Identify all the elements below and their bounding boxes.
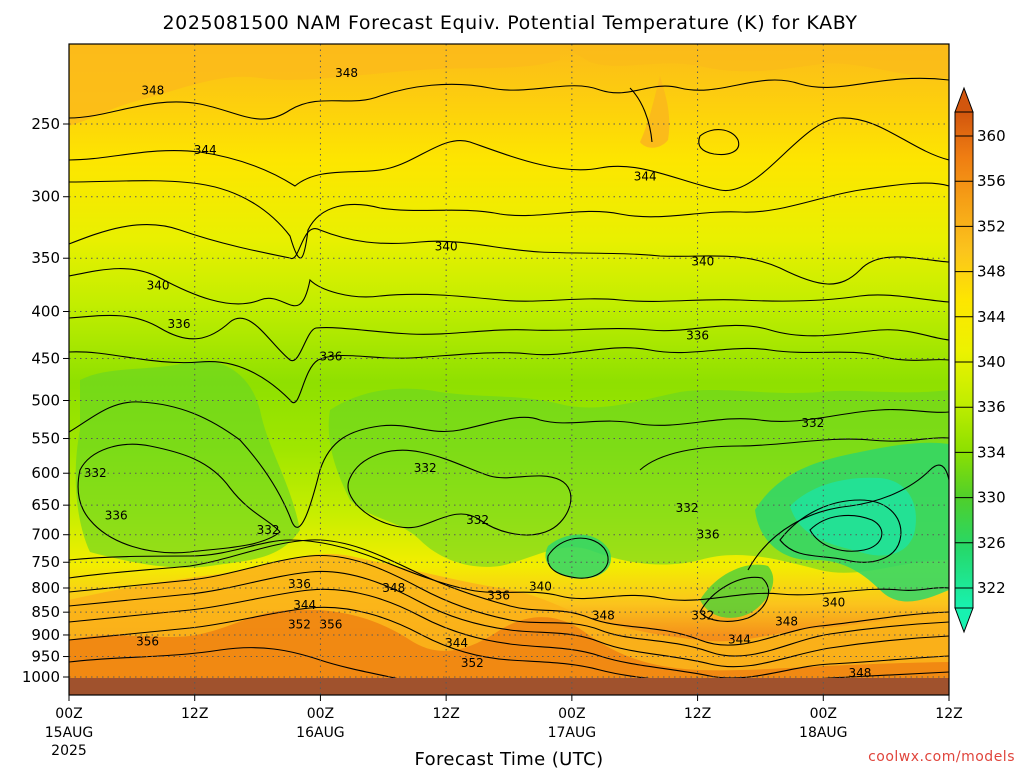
x-tick-label: 12Z bbox=[432, 706, 459, 722]
y-axis: 250 300 350 400 450 500 550 600 650 700 750 800 850 9… bbox=[22, 115, 69, 686]
colorbar-label: 326 bbox=[977, 534, 1006, 552]
colorbar-label: 330 bbox=[977, 489, 1006, 507]
contour-label: 336 bbox=[168, 317, 191, 331]
contour-label: 332 bbox=[257, 523, 280, 537]
warm-region-spike bbox=[640, 76, 670, 148]
hot-region-low bbox=[69, 609, 949, 695]
contour-label: 348 bbox=[141, 84, 164, 98]
y-tick-label: 1000 bbox=[22, 668, 60, 686]
colorbar-label: 360 bbox=[977, 127, 1006, 145]
ground-strip bbox=[69, 678, 949, 695]
contour-label: 340 bbox=[147, 279, 170, 293]
plot-area: 348 348 344 344 340 340 340 336 336 336 332 332 336 3… bbox=[69, 44, 949, 695]
contour-label: 352 bbox=[461, 656, 484, 670]
warm-region-top bbox=[69, 44, 560, 126]
colorbar-label: 344 bbox=[977, 308, 1006, 326]
colorbar-top-arrow bbox=[954, 86, 974, 113]
contour-label: 332 bbox=[801, 416, 824, 430]
y-tick-label: 800 bbox=[31, 579, 60, 597]
y-tick-label: 650 bbox=[31, 496, 60, 514]
warm-region-top-right bbox=[560, 44, 949, 78]
contour-label: 356 bbox=[136, 635, 159, 649]
y-tick-label: 850 bbox=[31, 603, 60, 621]
contour-label: 336 bbox=[319, 350, 342, 364]
contour-label: 332 bbox=[414, 461, 437, 475]
dry-core-low bbox=[700, 564, 774, 618]
contour-label: 332 bbox=[676, 501, 699, 515]
contour-lines bbox=[69, 77, 949, 691]
y-tick-label: 700 bbox=[31, 526, 60, 544]
y-tick-label: 550 bbox=[31, 430, 60, 448]
dry-core-mid bbox=[545, 534, 612, 579]
x-tick-date: 15AUG bbox=[45, 725, 94, 741]
dry-region-left bbox=[75, 360, 301, 568]
chart-title: 2025081500 NAM Forecast Equiv. Potential… bbox=[162, 12, 857, 34]
y-tick-label: 500 bbox=[31, 392, 60, 410]
contour-label: 332 bbox=[466, 513, 489, 527]
x-tick-label: 12Z bbox=[181, 706, 208, 722]
contour-label: 344 bbox=[634, 169, 657, 183]
y-tick-label: 250 bbox=[31, 115, 60, 133]
contour-label: 340 bbox=[435, 240, 458, 254]
colorbar-label: 336 bbox=[977, 398, 1006, 416]
contour-labels: 348 348 344 344 340 340 340 336 336 336 332 332 336 3… bbox=[84, 66, 872, 680]
contour-label: 348 bbox=[335, 66, 358, 80]
x-tick-date: 18AUG bbox=[799, 725, 848, 741]
y-tick-label: 450 bbox=[31, 349, 60, 367]
x-tick-date: 16AUG bbox=[296, 725, 345, 741]
x-tick-label: 00Z bbox=[307, 706, 334, 722]
colorbar-label: 322 bbox=[977, 579, 1006, 597]
colorbar-body bbox=[954, 111, 974, 609]
colorbar-label: 340 bbox=[977, 353, 1006, 371]
colorbar: 360 356 352 348 344 340 336 334 330 326 322 bbox=[954, 86, 1006, 634]
x-axis: 00Z 15AUG 2025 12Z 00Z 16AUG 12Z 00Z 17AUG 12Z 00Z… bbox=[45, 695, 963, 759]
contour-label: 336 bbox=[288, 577, 311, 591]
contour-label: 332 bbox=[691, 608, 714, 622]
gridlines bbox=[69, 44, 949, 695]
y-tick-label: 900 bbox=[31, 626, 60, 644]
x-tick-label: 00Z bbox=[55, 706, 82, 722]
contour-label: 340 bbox=[822, 596, 845, 610]
contour-label: 348 bbox=[592, 608, 615, 622]
colorbar-label: 348 bbox=[977, 263, 1006, 281]
contour-label: 340 bbox=[529, 579, 552, 593]
contour-label: 336 bbox=[105, 508, 128, 522]
colorbar-label: 356 bbox=[977, 172, 1006, 190]
contour-label: 340 bbox=[691, 255, 714, 269]
x-tick-label: 00Z bbox=[558, 706, 585, 722]
contour-label: 348 bbox=[775, 614, 798, 628]
contour-label: 344 bbox=[194, 143, 217, 157]
contour-label: 336 bbox=[697, 528, 720, 542]
contour-label: 344 bbox=[728, 632, 751, 646]
contour-label: 348 bbox=[848, 666, 871, 680]
colorbar-label: 334 bbox=[977, 443, 1006, 461]
x-tick-label: 12Z bbox=[935, 706, 962, 722]
y-tick-label: 600 bbox=[31, 464, 60, 482]
x-axis-label: Forecast Time (UTC) bbox=[415, 749, 604, 768]
x-tick-year: 2025 bbox=[51, 743, 87, 759]
y-tick-label: 400 bbox=[31, 302, 60, 320]
contour-label: 356 bbox=[319, 618, 342, 632]
colorbar-label: 352 bbox=[977, 217, 1006, 235]
contour-label: 336 bbox=[487, 588, 510, 602]
x-tick-label: 00Z bbox=[810, 706, 837, 722]
colorbar-bottom-arrow bbox=[954, 607, 974, 634]
contour-label: 352 bbox=[288, 618, 311, 632]
y-tick-label: 350 bbox=[31, 249, 60, 267]
y-tick-label: 950 bbox=[31, 648, 60, 666]
y-tick-label: 750 bbox=[31, 553, 60, 571]
contour-label: 348 bbox=[382, 581, 405, 595]
x-tick-date: 17AUG bbox=[548, 725, 597, 741]
contour-label: 332 bbox=[84, 466, 107, 480]
contour-label: 344 bbox=[293, 598, 316, 612]
x-tick-label: 12Z bbox=[684, 706, 711, 722]
credit-text: coolwx.com/models bbox=[868, 749, 1015, 765]
contour-label: 336 bbox=[686, 329, 709, 343]
plot-frame bbox=[68, 43, 950, 696]
contour-label: 344 bbox=[445, 636, 468, 650]
y-tick-label: 300 bbox=[31, 188, 60, 206]
